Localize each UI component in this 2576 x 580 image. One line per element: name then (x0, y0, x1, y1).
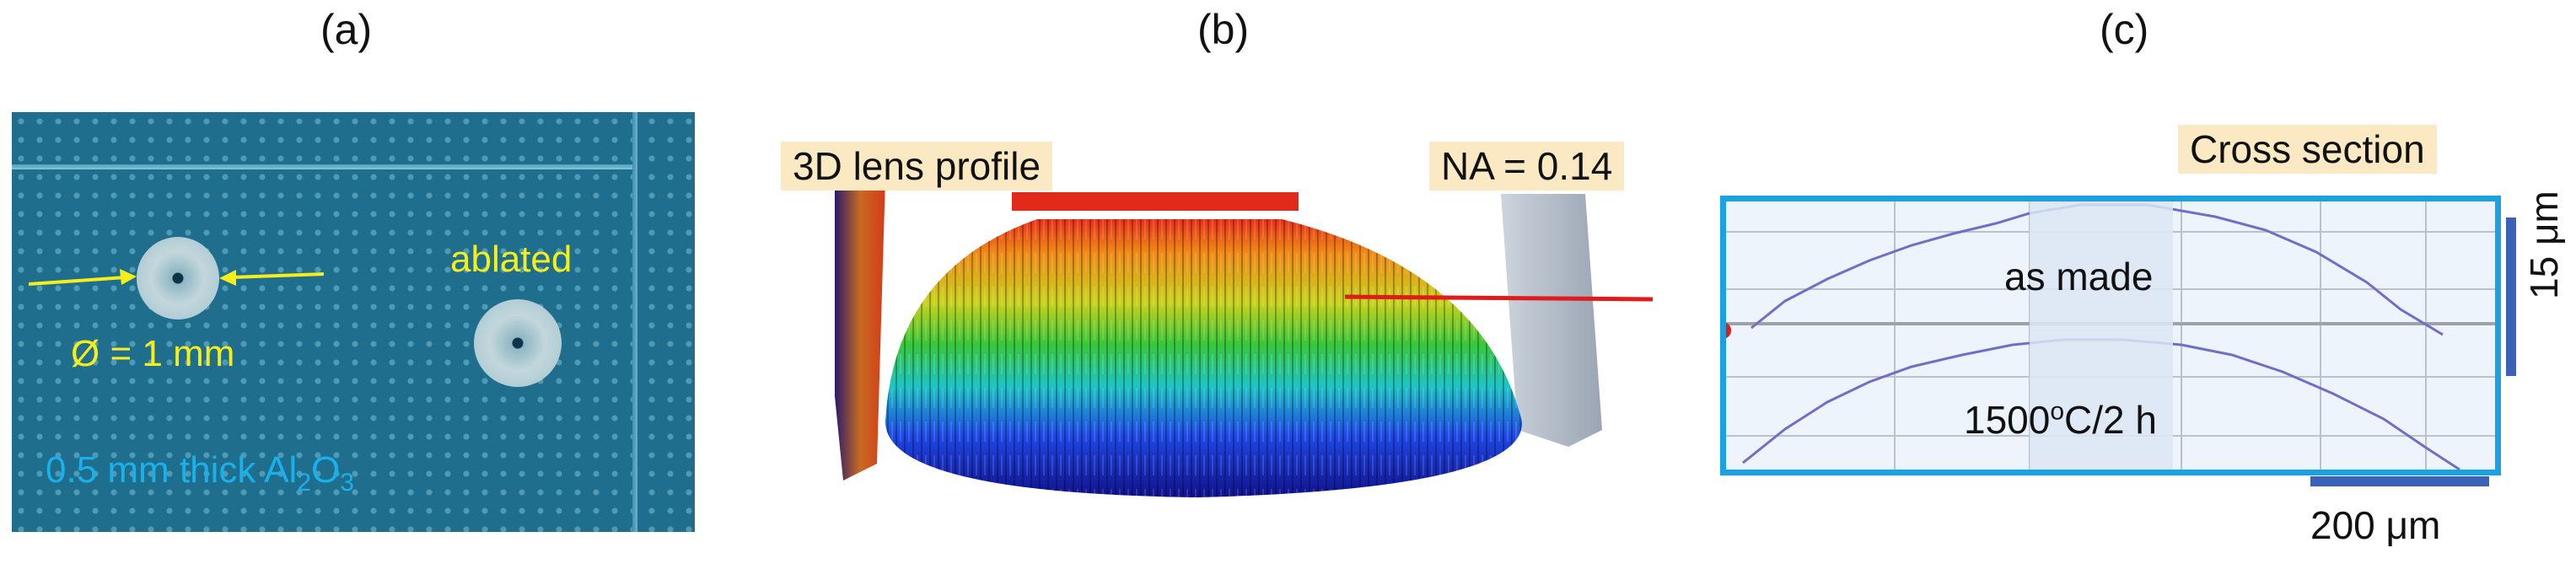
thickness-label: 0.5 mm thick Al2O3 (46, 449, 354, 497)
anneal-temp: 1500 (1964, 398, 2051, 442)
dome-texture (885, 219, 1523, 497)
right-arrowhead-icon (219, 270, 236, 286)
oxygen-symbol: O (311, 449, 341, 491)
right-arrow-line (230, 272, 325, 279)
vertical-scale-bar (2506, 218, 2516, 376)
left-arrow-line (28, 276, 126, 286)
left-wall (835, 177, 885, 481)
top-plateau (1012, 192, 1299, 211)
panel-label-c: (c) (2100, 6, 2149, 53)
cross-section-graph (1714, 201, 2495, 471)
diameter-label: Ø = 1 mm (71, 333, 235, 374)
anneal-label: 1500oC/2 h (1964, 397, 2157, 443)
horizontal-scale-bar (2310, 476, 2489, 486)
lens-hole-ablated (474, 299, 562, 387)
cross-section-tag: Cross section (2178, 125, 2437, 174)
na-tag: NA = 0.14 (1429, 142, 1625, 191)
cross-section-plot: as made 1500oC/2 h (1714, 196, 2501, 475)
subscript-3: 3 (340, 468, 354, 497)
diameter-arrows (28, 269, 325, 286)
panel-label-b: (b) (1197, 6, 1250, 53)
degree-superscript: o (2050, 397, 2065, 426)
lens-3d-profile: 3D lens profile NA = 0.14 (759, 142, 1670, 506)
right-wall (1501, 194, 1602, 447)
horizontal-scale-label: 200 μm (2310, 503, 2441, 547)
plate-edge (12, 164, 636, 169)
thickness-prefix: 0.5 mm thick Al (46, 449, 298, 491)
connector-line (1344, 294, 1654, 302)
surface-texture (12, 112, 695, 532)
alumina-photo: Ø = 1 mm ablated 0.5 mm thick Al2O3 (12, 112, 695, 532)
as-made-label: as made (2004, 255, 2154, 298)
subscript-2: 2 (297, 468, 311, 497)
profile-surface (835, 177, 1654, 497)
panel-label-a: (a) (320, 6, 373, 53)
left-arrowhead-icon (120, 269, 137, 285)
plate-edge-vertical (632, 112, 637, 532)
profile-title-tag: 3D lens profile (781, 142, 1053, 191)
lens-hole-made (137, 237, 219, 320)
anneal-time: C/2 h (2064, 398, 2157, 442)
ablated-label: ablated (450, 239, 573, 280)
vertical-scale-label: 15 μm (2522, 191, 2566, 299)
label-background (2030, 201, 2173, 470)
